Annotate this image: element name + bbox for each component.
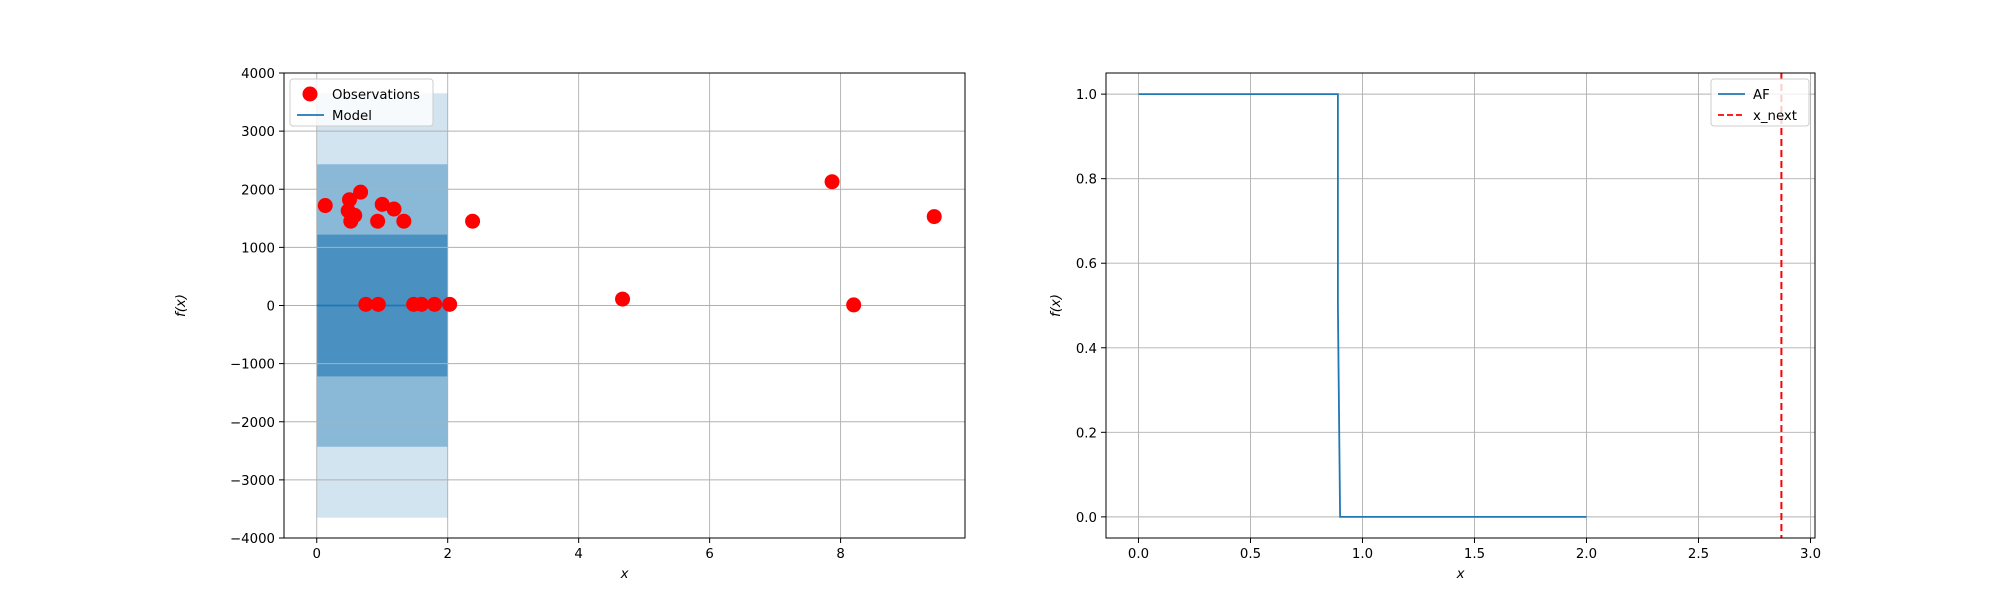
x-tick-label: 4 — [574, 547, 582, 562]
x-tick-label: 3.0 — [1800, 547, 1821, 562]
observation-point — [846, 297, 862, 313]
y-tick-label: −4000 — [230, 532, 275, 547]
observation-point — [370, 296, 386, 312]
observation-point — [353, 184, 369, 200]
observation-point — [386, 201, 402, 217]
legend: AF x_next — [1710, 78, 1810, 127]
observation-point — [374, 196, 390, 212]
y-tick-label: −3000 — [230, 474, 275, 489]
observation-point — [442, 296, 458, 312]
y-tick-label: 0 — [267, 300, 275, 315]
observation-point — [358, 296, 374, 312]
observation-point — [926, 209, 942, 225]
x-tick-label: 1.0 — [1352, 547, 1373, 562]
x-axis-label: x — [1456, 567, 1465, 582]
legend-label: AF — [1753, 88, 1770, 103]
y-tick-label: 3000 — [241, 125, 275, 140]
axes-frame — [1105, 72, 1816, 539]
legend-marker-icon — [302, 86, 318, 102]
x-tick-label: 8 — [836, 547, 844, 562]
observation-point — [341, 192, 357, 208]
observation-point — [465, 213, 481, 229]
legend-item: Model — [297, 109, 372, 124]
series-line-af — [1138, 93, 1587, 518]
observation-point — [396, 213, 412, 229]
y-tick-label: −2000 — [230, 416, 275, 431]
x-tick-label: 2 — [443, 547, 451, 562]
legend-box — [289, 78, 434, 127]
legend-label: Observations — [332, 88, 420, 103]
observation-point — [317, 198, 333, 214]
x-tick-label: 1.5 — [1464, 547, 1485, 562]
x-axis-label: x — [620, 567, 629, 582]
legend-label: x_next — [1753, 109, 1797, 124]
x-tick-label: 2.5 — [1688, 547, 1709, 562]
legend-item: x_next — [1718, 109, 1797, 124]
y-tick-label: 1.0 — [1076, 88, 1097, 103]
x-tick-label: 0 — [313, 547, 321, 562]
y-tick-label: 4000 — [241, 67, 275, 82]
y-axis-label: f(x) — [1049, 294, 1064, 317]
x-tick-label: 0.5 — [1240, 547, 1261, 562]
x-tick-label: 6 — [705, 547, 713, 562]
y-tick-label: 2000 — [241, 183, 275, 198]
legend-label: Model — [332, 109, 372, 124]
y-tick-label: 0.6 — [1076, 257, 1097, 272]
y-tick-label: 0.8 — [1076, 173, 1097, 188]
y-axis-label: f(x) — [174, 294, 189, 317]
x-tick-label: 0.0 — [1128, 547, 1149, 562]
observation-point — [347, 207, 363, 223]
observation-point — [427, 296, 443, 312]
legend-item: Observations — [302, 86, 420, 103]
y-tick-label: 0.4 — [1076, 342, 1097, 357]
legend-item: AF — [1718, 88, 1770, 103]
legend-box — [1710, 78, 1810, 127]
observation-point — [824, 174, 840, 190]
observation-point — [414, 296, 430, 312]
observation-point — [370, 213, 386, 229]
right-chart-panel: 0.0 0.5 1.0 1.5 2.0 2.5 3.0 0.0 0.2 0.4 0.6 0.8 1.0 x… — [1049, 72, 1821, 582]
legend: Observations Model — [289, 78, 434, 127]
observation-point — [615, 291, 631, 307]
y-tick-label: 1000 — [241, 241, 275, 256]
y-tick-label: 0.2 — [1076, 426, 1097, 441]
y-tick-label: 0.0 — [1076, 511, 1097, 526]
x-tick-label: 2.0 — [1576, 547, 1597, 562]
left-chart-panel: 0 2 4 6 8 −4000 −3000 −2000 −1000 0 1000 2000 3000 40… — [174, 67, 966, 582]
y-tick-label: −1000 — [230, 358, 275, 373]
